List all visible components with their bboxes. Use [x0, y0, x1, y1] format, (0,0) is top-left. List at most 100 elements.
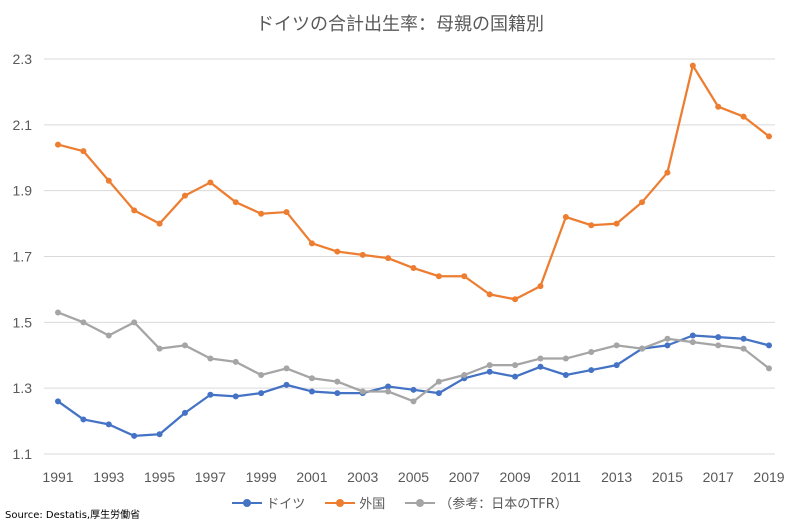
data-point [486, 291, 493, 298]
data-point [283, 365, 290, 372]
data-point [410, 398, 417, 405]
data-point [766, 365, 772, 372]
data-point [181, 409, 188, 416]
data-point [410, 386, 417, 393]
data-point [689, 332, 696, 339]
data-point [613, 342, 620, 349]
data-point [435, 378, 442, 385]
data-point [105, 332, 112, 339]
legend-item: 外国 [325, 493, 385, 512]
data-point [156, 431, 163, 438]
x-tick-label: 2001 [296, 469, 327, 485]
data-point [664, 169, 671, 176]
x-tick-label: 2003 [347, 469, 378, 485]
data-point [385, 255, 392, 262]
data-point [55, 398, 61, 405]
data-point [613, 362, 620, 369]
x-tick-label: 2011 [551, 469, 581, 485]
data-point [308, 388, 315, 395]
legend-label: 外国 [359, 497, 386, 512]
source-note: Source: Destatis,厚生労働省 [5, 510, 141, 521]
data-point [435, 273, 442, 280]
legend-swatch [325, 498, 356, 508]
data-point [131, 319, 138, 326]
data-point [461, 372, 468, 378]
data-point [664, 342, 671, 349]
data-point [689, 339, 696, 346]
data-point [385, 383, 392, 390]
data-point [562, 214, 569, 220]
legend-item: ドイツ [232, 493, 305, 512]
data-point [181, 192, 188, 199]
data-point [207, 179, 214, 186]
data-point [181, 342, 188, 349]
data-point [537, 363, 544, 370]
data-point [740, 335, 747, 342]
x-tick-label: 2017 [703, 469, 734, 485]
y-tick-label: 1.5 [13, 314, 33, 330]
x-tick-label: 2015 [652, 469, 683, 485]
data-point [105, 421, 112, 428]
data-point [105, 177, 112, 184]
data-point [740, 345, 747, 352]
data-point [80, 148, 87, 155]
data-point [588, 367, 595, 374]
data-point [715, 342, 722, 349]
x-tick-label: 2013 [601, 469, 632, 485]
data-point [512, 373, 519, 380]
data-point [537, 283, 544, 290]
y-tick-label: 1.3 [13, 380, 33, 396]
data-point [283, 381, 290, 388]
legend-swatch [232, 498, 263, 508]
data-point [80, 319, 87, 326]
data-point [740, 113, 747, 120]
x-tick-label: 2007 [449, 469, 480, 485]
axes: 1.1 1.3 1.5 1.7 1.9 2.1 2.3 1991 1993 1995 1997 199… [13, 51, 785, 485]
data-point [385, 388, 392, 395]
y-tick-label: 1.1 [13, 446, 33, 462]
data-point [512, 362, 519, 369]
data-point [562, 355, 569, 362]
data-point [410, 265, 417, 272]
data-point [435, 390, 442, 397]
data-point [232, 199, 239, 206]
series-line [57, 64, 770, 301]
data-point [334, 248, 341, 255]
data-point [613, 220, 620, 227]
data-point [131, 432, 138, 439]
data-point [156, 220, 163, 227]
y-tick-label: 2.1 [13, 117, 33, 133]
data-point [283, 209, 290, 216]
data-point [308, 240, 315, 247]
data-point [207, 391, 214, 398]
data-point [80, 416, 87, 423]
x-tick-label: 2019 [753, 469, 784, 485]
x-tick-label: 1997 [195, 469, 226, 485]
gridlines [44, 58, 775, 455]
y-tick-label: 1.7 [13, 249, 33, 265]
data-point [562, 372, 569, 378]
chart-title: ドイツの合計出生率：母親の国籍別 [256, 14, 544, 35]
data-point [537, 355, 544, 362]
legend-label: （参考：日本のTFR） [439, 497, 568, 512]
data-point [258, 210, 265, 217]
legend-item: （参考：日本のTFR） [405, 493, 568, 512]
series-lines [55, 62, 772, 439]
x-tick-label: 1991 [42, 469, 73, 485]
data-point [55, 141, 61, 148]
legend-swatch [405, 498, 436, 508]
data-point [766, 133, 772, 140]
y-tick-label: 2.3 [13, 51, 33, 67]
data-point [232, 393, 239, 400]
data-point [207, 355, 214, 362]
series-line [57, 334, 770, 438]
y-tick-label: 1.9 [13, 183, 33, 199]
data-point [334, 390, 341, 397]
data-point [588, 348, 595, 355]
data-point [461, 273, 468, 280]
x-tick-label: 2009 [499, 469, 530, 485]
legend: ドイツ 外国 （参考：日本のTFR） [0, 493, 800, 512]
data-point [639, 199, 646, 206]
data-point [258, 390, 265, 397]
